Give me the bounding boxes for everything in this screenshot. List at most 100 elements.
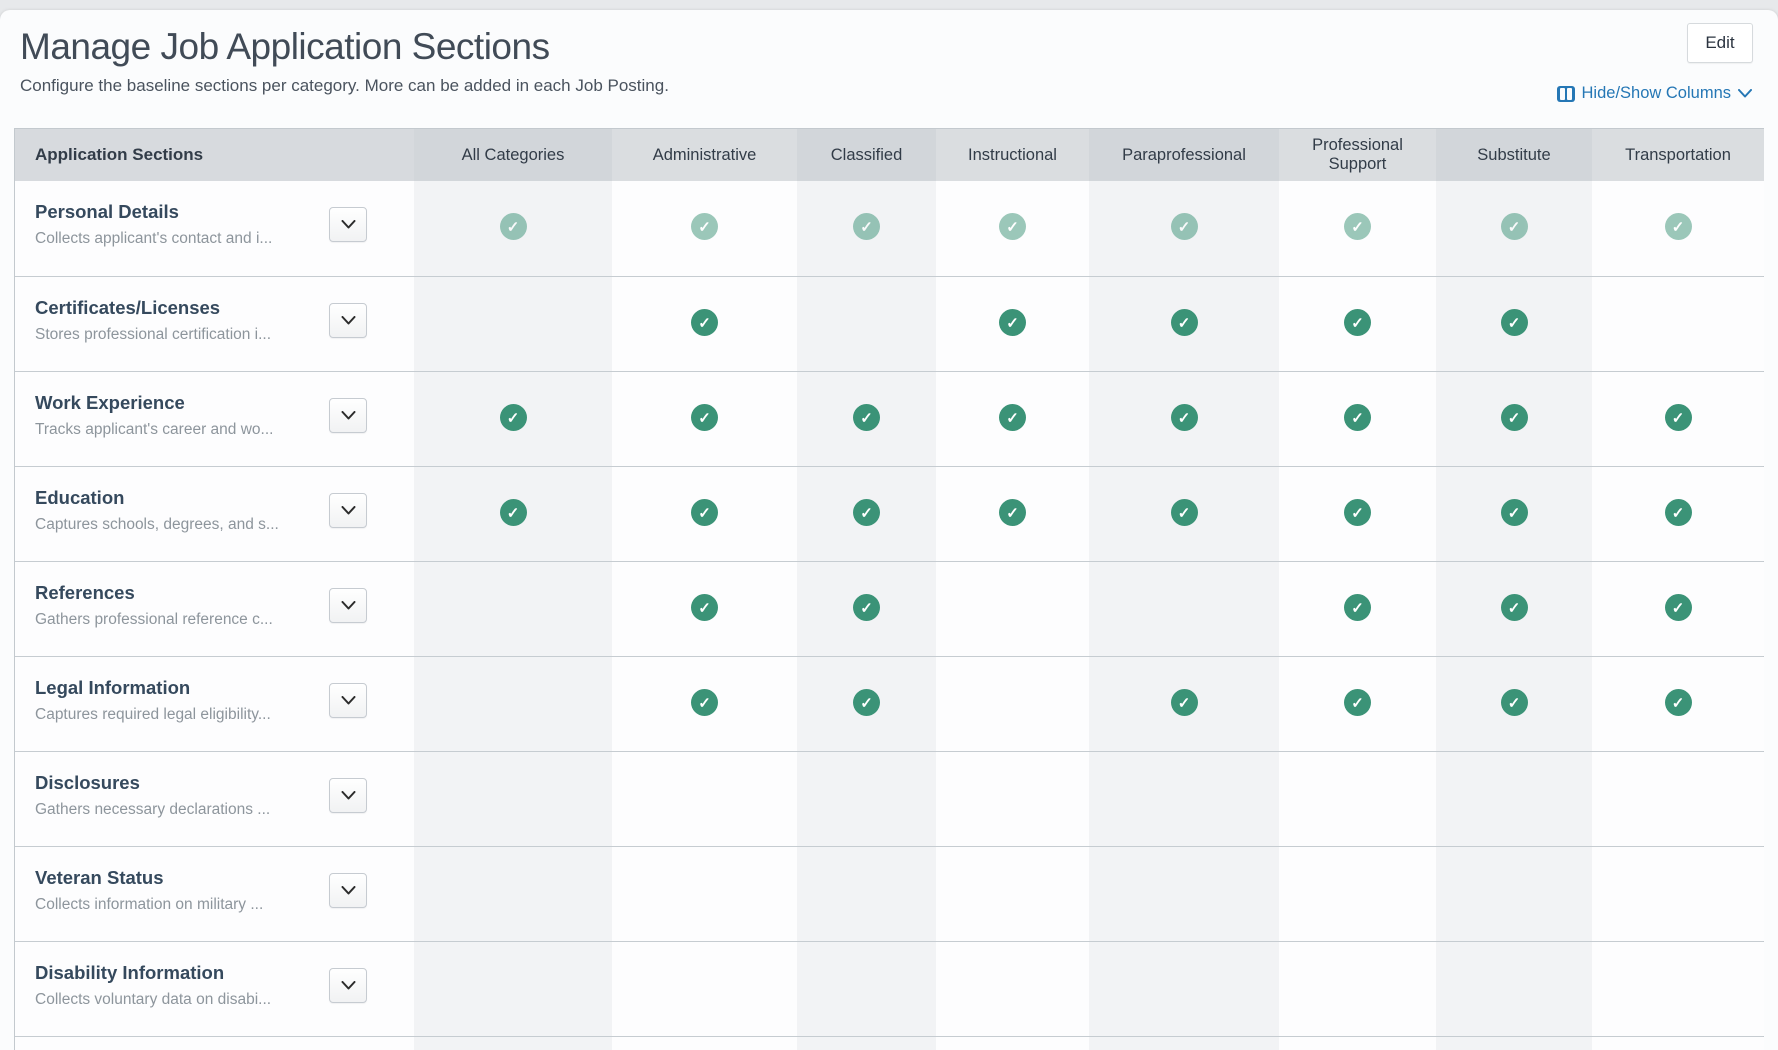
page-title: Manage Job Application Sections xyxy=(20,26,550,67)
section-dropdown-button[interactable] xyxy=(329,303,367,338)
check-cell-all-categories xyxy=(414,562,612,656)
section-dropdown-button[interactable] xyxy=(329,398,367,433)
check-cell-substitute xyxy=(1436,942,1592,1036)
check-cell-classified xyxy=(797,752,936,846)
check-icon: ✓ xyxy=(1664,594,1692,621)
check-icon: ✓ xyxy=(1344,213,1371,240)
section-dropdown-button[interactable] xyxy=(329,493,367,528)
table-row-legal-information: Legal Information Captures required legal… xyxy=(15,656,1764,751)
section-cell: Personal Details Collects applicant's con… xyxy=(15,181,414,276)
section-dropdown-button[interactable] xyxy=(329,968,367,1003)
section-cell xyxy=(15,1037,414,1050)
page-subtitle: Configure the baseline sections per cate… xyxy=(20,76,669,95)
check-cell-professional-support xyxy=(1279,942,1436,1036)
section-title: Certificates/Licenses xyxy=(35,297,221,318)
check-cell xyxy=(936,1037,1089,1050)
check-icon: ✓ xyxy=(1664,689,1692,716)
section-description: Collects information on military ... xyxy=(35,896,264,913)
check-cell-classified xyxy=(797,277,936,371)
check-cell-paraprofessional: ✓ xyxy=(1089,467,1279,561)
check-cell-all-categories xyxy=(414,942,612,1036)
chevron-down-icon xyxy=(341,696,355,705)
check-cell-substitute: ✓ xyxy=(1436,562,1592,656)
column-header-paraprofessional: Paraprofessional xyxy=(1089,129,1279,181)
check-cell-transportation xyxy=(1592,942,1764,1036)
section-title: Veteran Status xyxy=(35,867,164,888)
check-icon: ✓ xyxy=(1344,309,1371,336)
check-icon: ✓ xyxy=(999,213,1026,240)
table-row-work-experience: Work Experience Tracks applicant's career… xyxy=(15,371,1764,466)
check-cell-paraprofessional: ✓ xyxy=(1089,657,1279,751)
column-header-substitute: Substitute xyxy=(1436,129,1592,181)
section-cell: Disability Information Collects voluntary… xyxy=(15,942,414,1036)
check-cell-instructional: ✓ xyxy=(936,467,1089,561)
hide-show-columns-button[interactable]: Hide/Show Columns xyxy=(1556,84,1752,103)
check-icon: ✓ xyxy=(1500,309,1528,336)
check-cell-instructional xyxy=(936,657,1089,751)
check-cell xyxy=(612,1037,797,1050)
check-cell-paraprofessional: ✓ xyxy=(1089,372,1279,466)
section-dropdown-button[interactable] xyxy=(329,778,367,813)
check-icon: ✓ xyxy=(853,213,880,240)
section-dropdown-button[interactable] xyxy=(329,588,367,623)
check-cell-substitute: ✓ xyxy=(1436,277,1592,371)
check-cell-paraprofessional xyxy=(1089,562,1279,656)
check-icon: ✓ xyxy=(691,594,718,621)
check-icon: ✓ xyxy=(999,404,1026,431)
check-icon: ✓ xyxy=(999,499,1026,526)
table-partial-next-row xyxy=(15,1036,1764,1050)
check-cell xyxy=(1592,1037,1764,1050)
check-icon: ✓ xyxy=(691,499,718,526)
section-description: Stores professional certification i... xyxy=(35,326,272,343)
check-cell-all-categories xyxy=(414,657,612,751)
table-row-education: Education Captures schools, degrees, and … xyxy=(15,466,1764,561)
check-cell-transportation: ✓ xyxy=(1592,181,1764,276)
columns-icon xyxy=(1556,85,1575,102)
check-icon: ✓ xyxy=(1344,404,1371,431)
section-dropdown-button[interactable] xyxy=(329,207,367,242)
check-cell-classified xyxy=(797,847,936,941)
check-cell xyxy=(1089,1037,1279,1050)
section-cell: Work Experience Tracks applicant's career… xyxy=(15,372,414,466)
check-cell-instructional: ✓ xyxy=(936,372,1089,466)
section-cell: Legal Information Captures required legal… xyxy=(15,657,414,751)
check-cell xyxy=(1279,1037,1436,1050)
section-cell: References Gathers professional reference… xyxy=(15,562,414,656)
check-cell-transportation: ✓ xyxy=(1592,372,1764,466)
check-cell-professional-support xyxy=(1279,752,1436,846)
table-row-disability-information: Disability Information Collects voluntary… xyxy=(15,941,1764,1036)
chevron-down-icon xyxy=(341,220,355,229)
check-cell-instructional xyxy=(936,752,1089,846)
section-cell: Education Captures schools, degrees, and … xyxy=(15,467,414,561)
check-cell-transportation: ✓ xyxy=(1592,657,1764,751)
check-cell-administrative xyxy=(612,847,797,941)
column-header-all-categories: All Categories xyxy=(414,129,612,181)
check-icon: ✓ xyxy=(853,404,880,431)
check-icon: ✓ xyxy=(853,499,880,526)
check-cell-all-categories: ✓ xyxy=(414,467,612,561)
section-title: Education xyxy=(35,487,125,508)
section-dropdown-button[interactable] xyxy=(329,683,367,718)
edit-button[interactable]: Edit xyxy=(1687,23,1753,63)
check-cell-administrative: ✓ xyxy=(612,181,797,276)
section-dropdown-button[interactable] xyxy=(329,873,367,908)
check-icon: ✓ xyxy=(691,689,718,716)
check-cell-instructional: ✓ xyxy=(936,181,1089,276)
check-icon: ✓ xyxy=(1170,689,1198,716)
check-cell-transportation: ✓ xyxy=(1592,562,1764,656)
check-icon: ✓ xyxy=(1344,689,1371,716)
check-cell-classified: ✓ xyxy=(797,467,936,561)
section-description: Gathers professional reference c... xyxy=(35,611,273,628)
check-icon: ✓ xyxy=(853,689,880,716)
check-icon: ✓ xyxy=(691,213,718,240)
check-cell-paraprofessional: ✓ xyxy=(1089,181,1279,276)
column-header-instructional: Instructional xyxy=(936,129,1089,181)
chevron-down-icon xyxy=(341,791,355,800)
check-cell-transportation xyxy=(1592,277,1764,371)
check-cell-professional-support: ✓ xyxy=(1279,181,1436,276)
check-icon: ✓ xyxy=(1500,689,1528,716)
check-icon: ✓ xyxy=(853,594,880,621)
table-row-references: References Gathers professional reference… xyxy=(15,561,1764,656)
check-icon: ✓ xyxy=(999,309,1026,336)
section-cell: Certificates/Licenses Stores professional… xyxy=(15,277,414,371)
